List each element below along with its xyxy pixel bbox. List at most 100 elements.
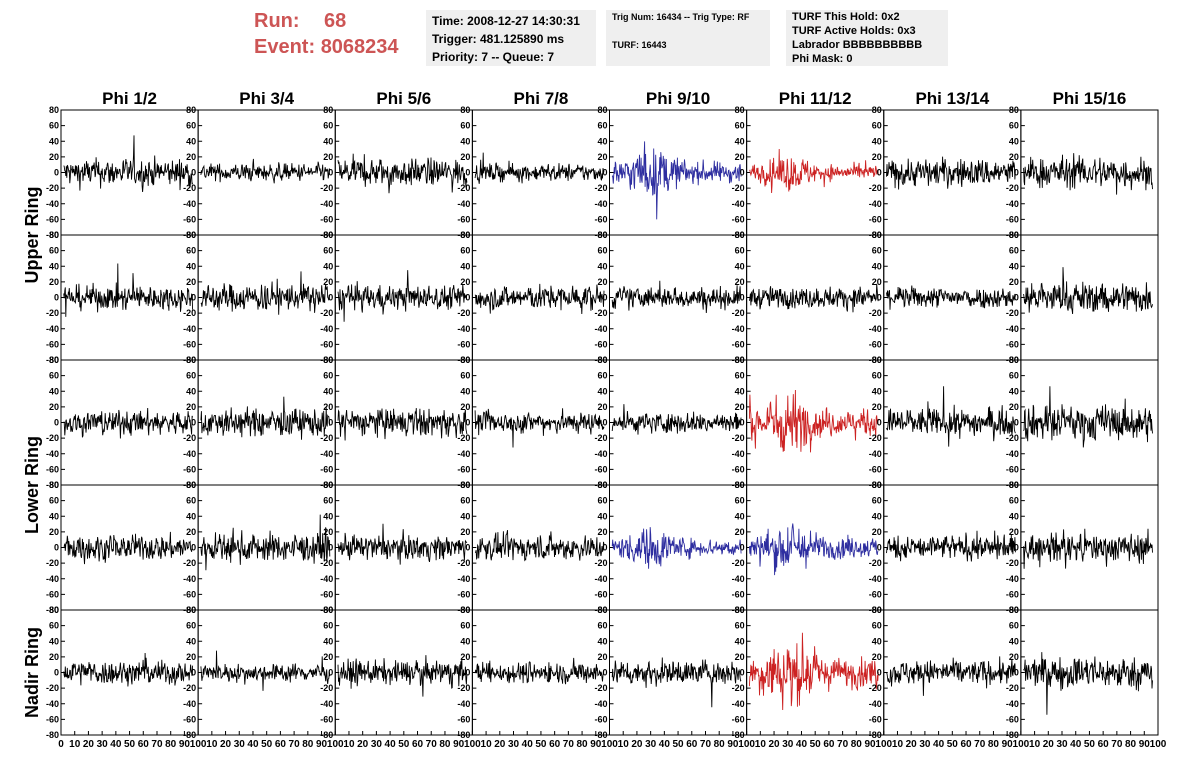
y-tick-label: 20 <box>735 527 745 537</box>
y-tick-label: 0 <box>877 543 882 553</box>
y-tick-label: -80 <box>46 355 59 365</box>
y-tick-label: -60 <box>46 464 59 474</box>
x-tick-label: 40 <box>522 739 534 750</box>
y-tick-label: 60 <box>323 621 333 631</box>
x-tick-label: 80 <box>1125 739 1137 750</box>
x-tick-label: 80 <box>714 739 726 750</box>
y-tick-label: -60 <box>457 339 470 349</box>
y-tick-label: -40 <box>183 199 196 209</box>
x-tick-label: 40 <box>385 739 397 750</box>
y-tick-label: -60 <box>869 464 882 474</box>
x-tick-label: 10 <box>343 739 355 750</box>
y-tick-label: 40 <box>186 636 196 646</box>
y-tick-label: 0 <box>54 418 59 428</box>
y-tick-label: 20 <box>49 527 59 537</box>
y-tick-label: 40 <box>735 636 745 646</box>
x-tick-label: 20 <box>494 739 506 750</box>
y-tick-label: 40 <box>1009 636 1019 646</box>
y-tick-label: -80 <box>1006 730 1019 740</box>
y-tick-label: -40 <box>732 449 745 459</box>
x-tick-label: 70 <box>974 739 986 750</box>
waveform-trace <box>611 141 742 220</box>
x-tick-label: 20 <box>631 739 643 750</box>
priority-line: Priority: 7 -- Queue: 7 <box>432 50 555 64</box>
y-tick-label: 40 <box>1009 511 1019 521</box>
y-tick-label: 60 <box>49 121 59 131</box>
x-tick-label: 30 <box>782 739 794 750</box>
y-tick-label: -20 <box>594 558 607 568</box>
x-tick-label: 60 <box>275 739 287 750</box>
y-tick-label: 60 <box>49 496 59 506</box>
y-tick-label: 60 <box>872 496 882 506</box>
x-tick-label: 10 <box>1029 739 1041 750</box>
y-tick-label: 80 <box>1009 480 1019 490</box>
x-tick-label: 50 <box>124 739 136 750</box>
waveform-trace <box>611 527 742 569</box>
y-tick-label: 0 <box>740 418 745 428</box>
y-tick-label: -40 <box>320 699 333 709</box>
x-tick-label: 40 <box>659 739 671 750</box>
y-tick-label: 40 <box>735 511 745 521</box>
y-tick-label: 0 <box>877 293 882 303</box>
y-tick-label: 40 <box>1009 136 1019 146</box>
y-tick-label: 0 <box>602 168 607 178</box>
column-header: Phi 11/12 <box>779 89 852 108</box>
y-tick-label: 0 <box>740 168 745 178</box>
y-tick-label: 80 <box>735 605 745 615</box>
y-tick-label: 40 <box>1009 261 1019 271</box>
y-tick-label: -60 <box>320 214 333 224</box>
y-tick-label: 0 <box>1014 168 1019 178</box>
y-tick-label: 0 <box>877 418 882 428</box>
waveform-trace <box>200 650 331 691</box>
y-tick-label: 0 <box>1014 543 1019 553</box>
turf-info-box: TURF This Hold: 0x2 TURF Active Holds: 0… <box>786 10 948 66</box>
x-tick-label: 10 <box>69 739 81 750</box>
y-tick-label: 60 <box>49 246 59 256</box>
y-tick-label: 20 <box>1009 402 1019 412</box>
y-tick-label: 60 <box>186 621 196 631</box>
y-tick-label: 0 <box>191 293 196 303</box>
y-tick-label: -60 <box>183 214 196 224</box>
y-tick-label: 40 <box>186 136 196 146</box>
column-header: Phi 7/8 <box>514 89 569 108</box>
y-tick-label: -20 <box>594 433 607 443</box>
x-tick-label: 80 <box>988 739 1000 750</box>
run-label: Run: <box>254 10 300 32</box>
y-tick-label: 60 <box>460 371 470 381</box>
y-tick-label: 0 <box>740 543 745 553</box>
y-tick-label: 60 <box>872 246 882 256</box>
y-tick-label: 20 <box>49 402 59 412</box>
y-tick-label: -60 <box>1006 714 1019 724</box>
y-tick-label: -20 <box>457 433 470 443</box>
y-tick-label: 40 <box>323 386 333 396</box>
y-tick-label: -60 <box>183 589 196 599</box>
y-tick-label: -60 <box>732 464 745 474</box>
y-tick-label: 60 <box>597 246 607 256</box>
y-tick-label: -20 <box>46 683 59 693</box>
y-tick-label: -60 <box>732 214 745 224</box>
waveform-trace <box>748 389 879 453</box>
y-tick-label: 60 <box>186 496 196 506</box>
y-tick-label: 60 <box>872 371 882 381</box>
x-tick-label: 90 <box>1002 739 1014 750</box>
y-tick-label: 20 <box>186 152 196 162</box>
waveform-trace <box>886 530 1016 562</box>
y-tick-label: -60 <box>183 339 196 349</box>
y-tick-label: -40 <box>183 574 196 584</box>
y-tick-label: 80 <box>186 480 196 490</box>
waveform-trace <box>886 156 1016 190</box>
event-value: 8068234 <box>320 36 399 58</box>
waveform-trace <box>748 632 879 711</box>
y-tick-label: -20 <box>46 308 59 318</box>
y-tick-label: -60 <box>594 714 607 724</box>
y-tick-label: 60 <box>323 496 333 506</box>
y-tick-label: 40 <box>186 261 196 271</box>
y-tick-label: 40 <box>735 261 745 271</box>
y-tick-label: 20 <box>460 652 470 662</box>
y-tick-label: 20 <box>872 402 882 412</box>
